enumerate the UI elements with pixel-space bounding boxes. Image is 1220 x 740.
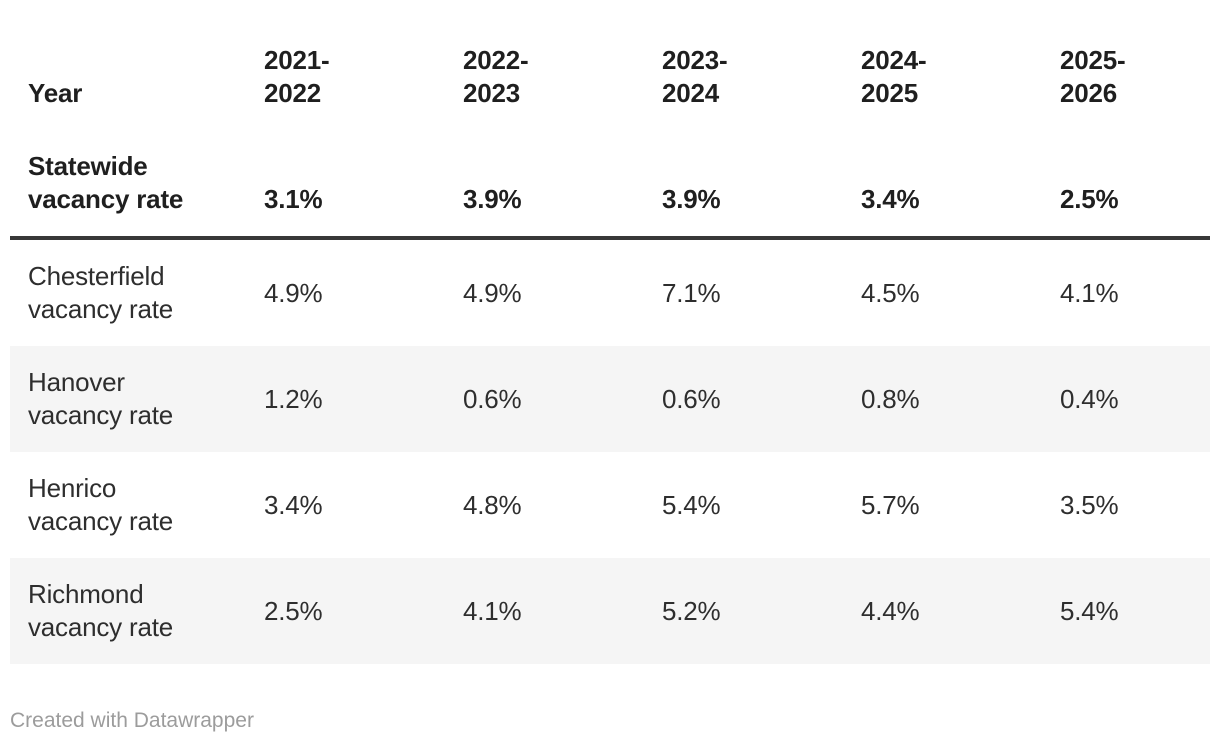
table-row-chesterfield: Chesterfield vacancy rate 4.9% 4.9% 7.1%… xyxy=(10,238,1210,346)
statewide-value-cell: 3.9% xyxy=(445,130,644,240)
statewide-header-row: Statewide vacancy rate 3.1% 3.9% 3.9% 3.… xyxy=(10,130,1210,240)
value-cell: 4.1% xyxy=(463,595,522,626)
value-cell: 4.9% xyxy=(463,277,522,308)
value-cell: 4.8% xyxy=(463,489,522,520)
statewide-row-label: Statewide vacancy rate xyxy=(10,130,246,240)
value-cell: 3.5% xyxy=(1060,489,1119,520)
column-header-2023-2024: 2023- 2024 xyxy=(662,45,728,108)
value-cell: 1.2% xyxy=(264,383,323,414)
table-row-henrico: Henrico vacancy rate 3.4% 4.8% 5.4% 5.7%… xyxy=(10,452,1210,558)
value-cell: 2.5% xyxy=(264,595,323,626)
row-label: Henrico vacancy rate xyxy=(28,473,174,536)
statewide-value-cell: 3.1% xyxy=(246,130,445,240)
value-cell: 0.4% xyxy=(1060,383,1119,414)
value-cell: 0.6% xyxy=(662,383,721,414)
value-cell: 7.1% xyxy=(662,277,721,308)
value-cell: 4.5% xyxy=(861,277,920,308)
vacancy-rate-table-chart: Year 2021- 2022 2022- 2023 2023- 2024 20… xyxy=(0,24,1220,734)
value-cell: 5.4% xyxy=(662,489,721,520)
column-header-row: Year 2021- 2022 2022- 2023 2023- 2024 20… xyxy=(10,24,1210,130)
table-row-hanover: Hanover vacancy rate 1.2% 0.6% 0.6% 0.8%… xyxy=(10,346,1210,452)
column-header-2024-2025: 2024- 2025 xyxy=(861,45,927,108)
table-body: Chesterfield vacancy rate 4.9% 4.9% 7.1%… xyxy=(10,238,1210,664)
statewide-value-cell: 3.4% xyxy=(843,130,1042,240)
value-cell: 4.1% xyxy=(1060,277,1119,308)
value-cell: 5.2% xyxy=(662,595,721,626)
value-cell: 0.6% xyxy=(463,383,522,414)
datawrapper-attribution: Created with Datawrapper xyxy=(10,709,254,732)
row-label: Chesterfield vacancy rate xyxy=(28,261,174,324)
column-header-2021-2022: 2021- 2022 xyxy=(264,45,330,108)
row-label: Richmond vacancy rate xyxy=(28,579,174,642)
data-table: Year 2021- 2022 2022- 2023 2023- 2024 20… xyxy=(10,24,1210,664)
column-header-2022-2023: 2022- 2023 xyxy=(463,45,529,108)
table-header: Year 2021- 2022 2022- 2023 2023- 2024 20… xyxy=(10,24,1210,240)
value-cell: 0.8% xyxy=(861,383,920,414)
column-header-2025-2026: 2025- 2026 xyxy=(1060,45,1126,108)
statewide-value-cell: 3.9% xyxy=(644,130,843,240)
row-label: Hanover vacancy rate xyxy=(28,367,174,430)
statewide-value-cell: 2.5% xyxy=(1042,130,1210,240)
table-row-richmond: Richmond vacancy rate 2.5% 4.1% 5.2% 4.4… xyxy=(10,558,1210,664)
value-cell: 4.9% xyxy=(264,277,323,308)
value-cell: 4.4% xyxy=(861,595,920,626)
value-cell: 3.4% xyxy=(264,489,323,520)
value-cell: 5.7% xyxy=(861,489,920,520)
value-cell: 5.4% xyxy=(1060,595,1119,626)
year-corner-header: Year xyxy=(28,78,83,108)
